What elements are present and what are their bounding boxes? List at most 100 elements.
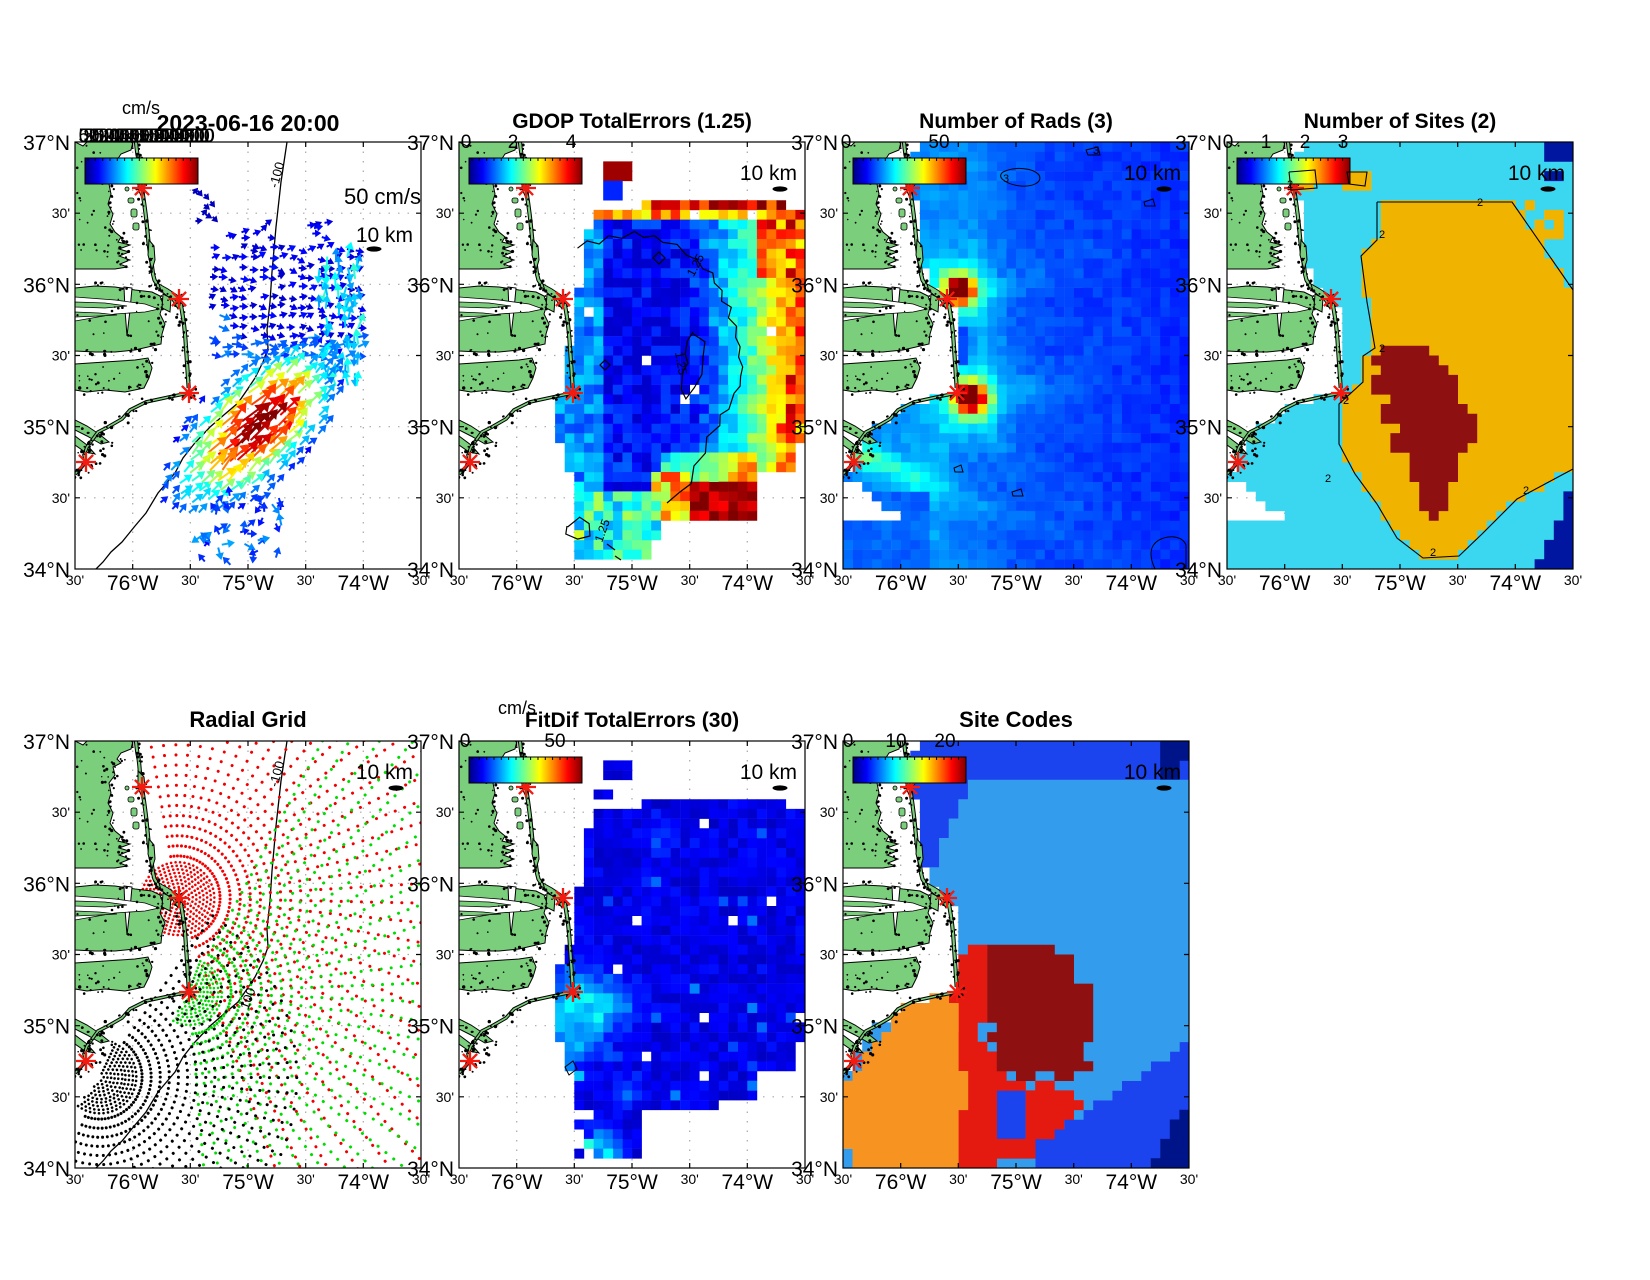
- svg-text:30': 30': [1204, 205, 1222, 221]
- svg-text:74°W: 74°W: [722, 1171, 774, 1194]
- svg-text:30': 30': [450, 572, 468, 588]
- svg-text:30': 30': [297, 572, 315, 588]
- svg-text:30': 30': [949, 572, 967, 588]
- svg-text:30': 30': [796, 572, 814, 588]
- svg-text:4: 4: [566, 132, 577, 153]
- svg-text:35°N: 35°N: [791, 417, 838, 440]
- svg-text:74°W: 74°W: [1106, 572, 1158, 595]
- svg-text:0: 0: [134, 126, 145, 147]
- svg-text:36°N: 36°N: [791, 274, 838, 297]
- svg-text:74°W: 74°W: [338, 1171, 390, 1194]
- svg-text:2: 2: [1379, 343, 1385, 355]
- svg-text:3: 3: [1338, 132, 1349, 153]
- svg-text:300: 300: [143, 126, 175, 147]
- svg-text:30': 30': [1180, 572, 1198, 588]
- svg-text:1.25: 1.25: [672, 351, 690, 377]
- svg-text:0: 0: [841, 132, 852, 153]
- svg-text:450: 450: [118, 126, 150, 147]
- svg-text:34°N: 34°N: [407, 559, 454, 582]
- svg-text:30': 30': [820, 205, 838, 221]
- svg-text:3: 3: [1093, 145, 1099, 157]
- svg-text:30': 30': [565, 572, 583, 588]
- svg-text:74°W: 74°W: [1490, 572, 1542, 595]
- svg-text:FitDif TotalErrors (30): FitDif TotalErrors (30): [525, 709, 739, 732]
- svg-text:75°W: 75°W: [222, 1171, 274, 1194]
- svg-text:30': 30': [436, 947, 454, 963]
- svg-text:36°N: 36°N: [23, 873, 70, 896]
- svg-text:75°W: 75°W: [1374, 572, 1426, 595]
- svg-text:30': 30': [297, 1171, 315, 1187]
- svg-text:0: 0: [461, 132, 472, 153]
- svg-text:3: 3: [1003, 173, 1009, 185]
- svg-text:30': 30': [820, 1089, 838, 1105]
- svg-text:34°N: 34°N: [23, 1158, 70, 1181]
- svg-text:30': 30': [1065, 1171, 1083, 1187]
- svg-text:37°N: 37°N: [407, 731, 454, 754]
- svg-text:50: 50: [78, 126, 99, 147]
- svg-text:37°N: 37°N: [791, 132, 838, 155]
- svg-text:50: 50: [928, 132, 949, 153]
- svg-text:35°N: 35°N: [407, 1016, 454, 1039]
- svg-text:50 cm/s: 50 cm/s: [344, 184, 421, 209]
- svg-text:76°W: 76°W: [107, 572, 159, 595]
- svg-text:0: 0: [1223, 132, 1234, 153]
- svg-text:37°N: 37°N: [23, 132, 70, 155]
- svg-text:250: 250: [163, 126, 195, 147]
- svg-text:36°N: 36°N: [1175, 274, 1222, 297]
- svg-text:10 km: 10 km: [740, 162, 797, 185]
- svg-text:10 km: 10 km: [740, 761, 797, 784]
- svg-text:76°W: 76°W: [875, 1171, 927, 1194]
- svg-text:74°W: 74°W: [338, 572, 390, 595]
- svg-text:200: 200: [103, 126, 135, 147]
- svg-text:35°N: 35°N: [791, 1016, 838, 1039]
- svg-text:30': 30': [52, 804, 70, 820]
- svg-text:30': 30': [1065, 572, 1083, 588]
- svg-text:10: 10: [885, 731, 906, 752]
- svg-text:74°W: 74°W: [722, 572, 774, 595]
- svg-text:35°N: 35°N: [1175, 417, 1222, 440]
- svg-text:30': 30': [1449, 572, 1467, 588]
- svg-text:2: 2: [1477, 197, 1483, 209]
- svg-text:30': 30': [1218, 572, 1236, 588]
- svg-text:30': 30': [834, 572, 852, 588]
- svg-text:30': 30': [681, 1171, 699, 1187]
- svg-text:30': 30': [565, 1171, 583, 1187]
- svg-text:cm/s: cm/s: [498, 698, 536, 718]
- svg-text:Radial Grid: Radial Grid: [189, 707, 306, 732]
- svg-text:30': 30': [949, 1171, 967, 1187]
- svg-text:37°N: 37°N: [1175, 132, 1222, 155]
- svg-text:2: 2: [1430, 547, 1436, 559]
- svg-text:100: 100: [237, 986, 259, 1012]
- svg-text:30': 30': [796, 1171, 814, 1187]
- svg-text:75°W: 75°W: [606, 572, 658, 595]
- svg-text:0: 0: [79, 126, 90, 147]
- svg-text:400: 400: [158, 126, 190, 147]
- svg-text:30': 30': [52, 947, 70, 963]
- svg-text:30': 30': [52, 1089, 70, 1105]
- svg-text:200: 200: [183, 126, 215, 147]
- svg-text:30': 30': [181, 1171, 199, 1187]
- svg-text:30': 30': [1204, 348, 1222, 364]
- svg-text:50: 50: [83, 126, 104, 147]
- svg-text:GDOP TotalErrors (1.25): GDOP TotalErrors (1.25): [512, 110, 752, 133]
- svg-text:35°N: 35°N: [407, 417, 454, 440]
- svg-text:30': 30': [436, 1089, 454, 1105]
- svg-text:34°N: 34°N: [791, 1158, 838, 1181]
- svg-text:30': 30': [834, 1171, 852, 1187]
- svg-text:30': 30': [820, 947, 838, 963]
- svg-text:30': 30': [181, 572, 199, 588]
- svg-text:37°N: 37°N: [791, 731, 838, 754]
- svg-text:10 km: 10 km: [356, 224, 413, 247]
- svg-text:36°N: 36°N: [791, 873, 838, 896]
- svg-text:450: 450: [108, 126, 140, 147]
- svg-text:450: 450: [128, 126, 160, 147]
- svg-text:30': 30': [66, 572, 84, 588]
- svg-text:30': 30': [412, 1171, 430, 1187]
- svg-text:30': 30': [436, 348, 454, 364]
- svg-text:2: 2: [508, 132, 519, 153]
- svg-text:2: 2: [1325, 473, 1331, 485]
- svg-text:-100: -100: [266, 160, 287, 189]
- svg-text:76°W: 76°W: [875, 572, 927, 595]
- svg-text:cm/s: cm/s: [122, 98, 160, 118]
- svg-text:30': 30': [436, 205, 454, 221]
